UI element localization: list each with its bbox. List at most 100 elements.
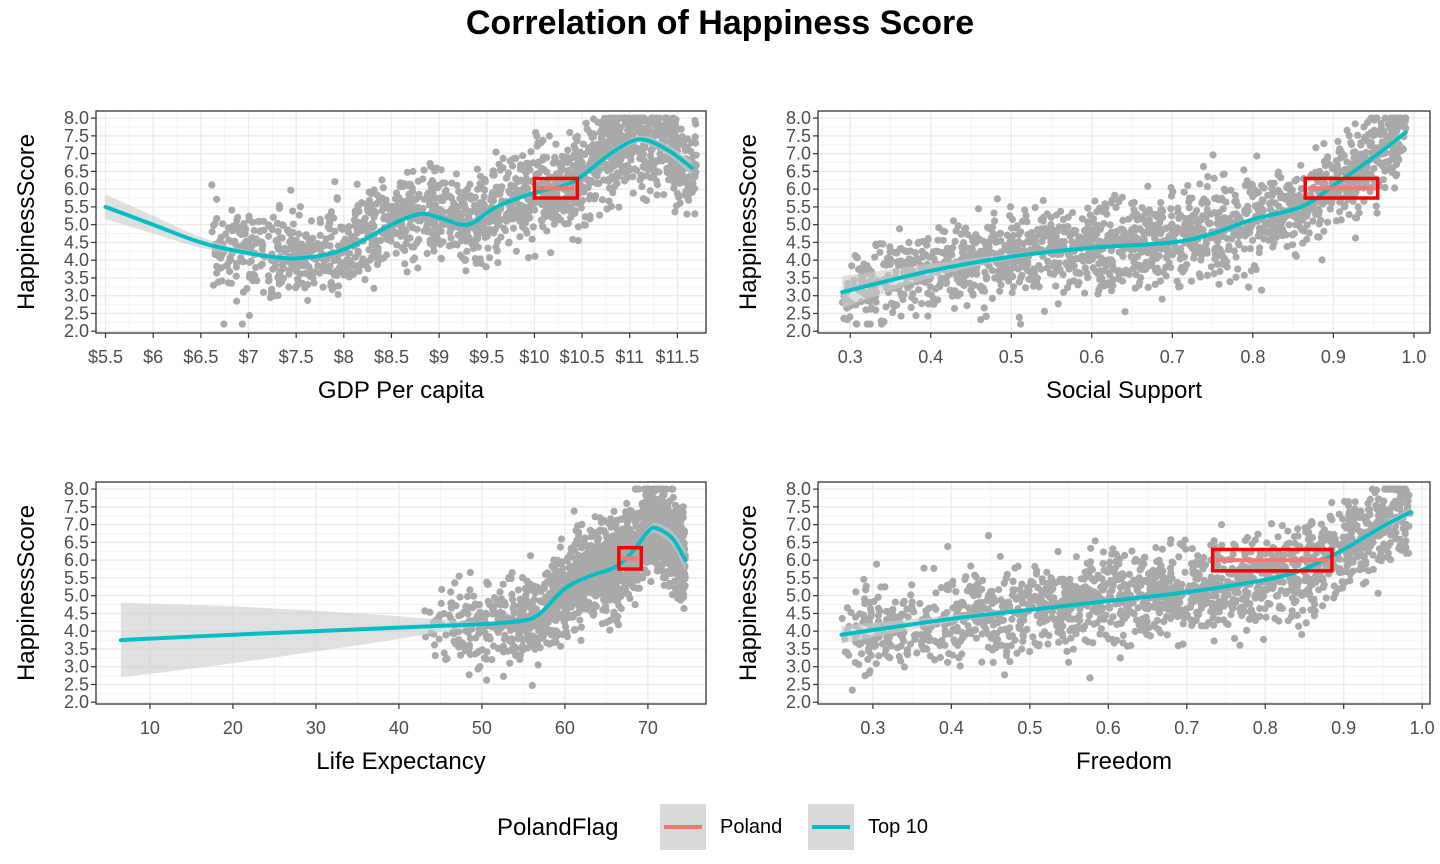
scatter-point (991, 217, 999, 225)
scatter-point (1277, 174, 1285, 182)
scatter-point (435, 635, 443, 643)
scatter-point (599, 137, 608, 146)
scatter-point (437, 166, 445, 174)
scatter-point (260, 226, 268, 234)
scatter-point (494, 208, 502, 216)
scatter-point (560, 155, 568, 163)
scatter-point (996, 230, 1004, 238)
scatter-point (866, 320, 874, 328)
scatter-point (886, 260, 894, 269)
scatter-point (914, 239, 922, 247)
y-tick-label: 8.0 (786, 108, 811, 128)
scatter-point (1203, 205, 1211, 214)
scatter-point (233, 297, 241, 305)
scatter-point (548, 204, 557, 212)
scatter-point (293, 281, 301, 289)
scatter-point (269, 213, 277, 221)
scatter-point (1351, 120, 1359, 128)
scatter-point (853, 320, 861, 328)
scatter-point (455, 202, 463, 210)
scatter-point (484, 244, 492, 252)
scatter-point (672, 116, 680, 124)
scatter-point (413, 239, 421, 247)
scatter-point (1294, 220, 1302, 228)
scatter-point (1154, 268, 1162, 277)
scatter-point (351, 207, 359, 215)
scatter-point (243, 285, 251, 293)
scatter-point (1009, 283, 1018, 291)
scatter-point (1199, 162, 1208, 171)
scatter-point (523, 229, 531, 237)
scatter-point (353, 180, 361, 188)
scatter-point (218, 277, 226, 285)
scatter-point (1052, 264, 1060, 272)
scatter-point (319, 283, 327, 291)
y-tick-label: 2.5 (64, 303, 89, 323)
scatter-point (1204, 173, 1212, 181)
scatter-point (552, 140, 560, 148)
scatter-point (639, 163, 647, 171)
scatter-point (220, 320, 228, 328)
y-tick-label: 5.5 (786, 197, 811, 217)
y-tick-label: 7.0 (64, 144, 89, 164)
scatter-point (1190, 254, 1198, 262)
scatter-point (1366, 116, 1374, 124)
scatter-point (1081, 264, 1089, 272)
scatter-point (895, 225, 904, 233)
scatter-point (344, 262, 352, 270)
y-tick-label: 3.5 (64, 268, 89, 288)
scatter-point (574, 237, 582, 245)
scatter-point (423, 249, 431, 258)
scatter-point (483, 676, 491, 684)
scatter-point (516, 595, 524, 603)
scatter-point (1115, 196, 1123, 204)
scatter-point (304, 281, 312, 289)
scatter-point (500, 224, 508, 232)
scatter-point (1059, 238, 1067, 246)
scatter-point (1001, 246, 1009, 254)
scatter-point (598, 620, 606, 628)
scatter-point (880, 318, 888, 326)
scatter-point (403, 234, 411, 242)
scatter-point (1169, 248, 1178, 257)
scatter-point (486, 635, 494, 643)
scatter-point (1039, 233, 1048, 241)
scatter-point (1040, 307, 1049, 315)
scatter-point (596, 128, 604, 136)
scatter-point (531, 252, 539, 260)
scatter-point (519, 185, 528, 193)
scatter-point (964, 231, 972, 239)
scatter-point (968, 245, 976, 253)
scatter-point (500, 598, 509, 606)
scatter-point (340, 271, 348, 279)
scatter-point (1198, 212, 1207, 220)
scatter-point (840, 314, 848, 322)
scatter-point (399, 182, 407, 190)
scatter-point (1167, 205, 1175, 213)
scatter-point (685, 196, 693, 204)
scatter-point (905, 238, 913, 247)
scatter-point (982, 312, 990, 320)
scatter-point (438, 585, 446, 594)
scatter-point (437, 227, 445, 235)
y-axis-title: HappinessScore (735, 134, 762, 310)
scatter-point (1328, 164, 1336, 173)
x-axis-title: GDP Per capita (318, 377, 485, 404)
scatter-point (1072, 269, 1080, 277)
scatter-point (1022, 284, 1030, 292)
scatter-point (527, 204, 535, 212)
scatter-point (669, 174, 677, 182)
scatter-point (522, 169, 530, 177)
scatter-point (275, 201, 283, 210)
scatter-point (466, 586, 474, 594)
x-tick-label: $11.5 (656, 347, 700, 367)
scatter-point (316, 269, 324, 277)
scatter-point (897, 312, 905, 320)
scatter-point (307, 217, 316, 225)
scatter-point (517, 176, 525, 184)
scatter-point (602, 607, 610, 615)
scatter-point (692, 120, 700, 128)
scatter-point (1240, 271, 1248, 279)
scatter-point (924, 289, 932, 297)
scatter-point (691, 133, 699, 141)
